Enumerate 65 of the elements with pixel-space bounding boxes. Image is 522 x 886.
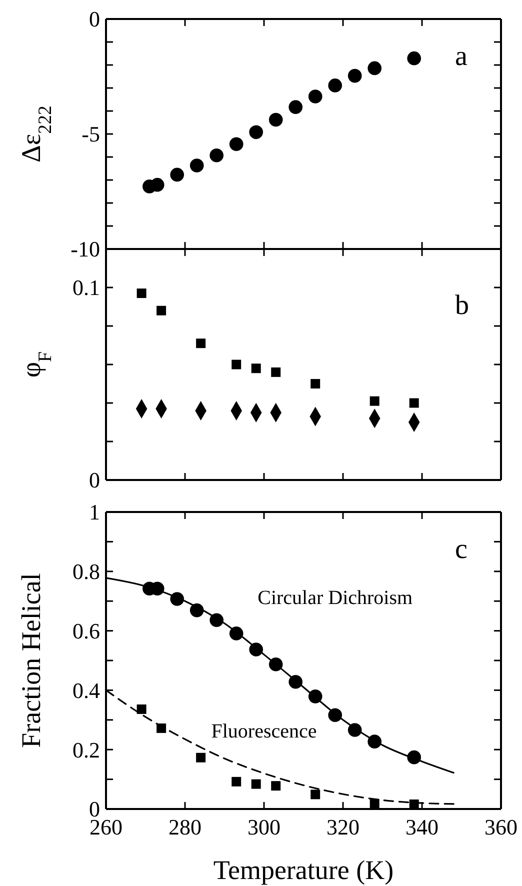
point <box>251 779 261 789</box>
point <box>409 800 419 809</box>
point <box>348 68 362 83</box>
x-tick-label: 360 <box>484 814 518 840</box>
point <box>251 364 261 374</box>
point <box>268 657 283 672</box>
point <box>210 613 224 628</box>
point <box>370 396 380 406</box>
y-tick-label: -5 <box>82 122 100 147</box>
point <box>308 90 322 104</box>
point <box>368 61 382 76</box>
point <box>136 288 146 298</box>
series-label: Fluorescence <box>211 720 317 743</box>
series-label: Circular Dichroism <box>258 587 414 610</box>
y-tick-label: 0.8 <box>72 559 100 584</box>
y-tick-label: 1 <box>89 500 100 525</box>
annotation: b <box>455 290 469 321</box>
point <box>190 603 204 618</box>
point <box>210 148 224 162</box>
x-tick-label: 300 <box>248 814 280 840</box>
x-tick-label: 340 <box>406 814 438 840</box>
point <box>288 100 303 114</box>
point <box>196 752 206 762</box>
point <box>368 734 382 748</box>
point <box>310 790 320 800</box>
point <box>232 776 242 786</box>
y-tick-label: 0.1 <box>72 275 100 300</box>
y-axis-title: Fraction Helical <box>16 573 46 748</box>
point <box>268 112 283 127</box>
point <box>150 178 164 192</box>
y-tick-label: -10 <box>70 236 100 262</box>
point <box>310 379 320 388</box>
point <box>170 168 184 182</box>
x-axis-title: Temperature (K) <box>213 855 394 885</box>
point <box>156 306 166 316</box>
point <box>407 51 422 66</box>
point <box>348 723 362 737</box>
x-tick-label: 280 <box>168 814 202 840</box>
point <box>308 690 322 704</box>
y-tick-label: 0.6 <box>72 618 100 644</box>
annotation: c <box>455 534 468 565</box>
y-tick-label: 0.4 <box>72 678 100 703</box>
point <box>328 708 342 722</box>
point <box>232 360 242 370</box>
point <box>271 367 281 377</box>
point <box>370 798 380 808</box>
point <box>196 338 206 348</box>
point <box>229 137 244 152</box>
point <box>288 674 303 689</box>
point <box>249 642 264 656</box>
point <box>271 781 281 791</box>
point <box>407 750 422 764</box>
annotation: a <box>455 41 468 72</box>
point <box>156 723 166 733</box>
y-tick-label: 0 <box>89 6 100 32</box>
point <box>249 125 264 140</box>
point <box>328 78 342 92</box>
x-tick-label: 320 <box>326 814 360 840</box>
point <box>136 704 146 714</box>
point <box>409 398 419 408</box>
point <box>170 592 184 606</box>
point <box>190 158 204 172</box>
point <box>229 626 244 640</box>
y-tick-label: 0.2 <box>72 737 100 762</box>
y-tick-label: 0 <box>89 468 100 493</box>
